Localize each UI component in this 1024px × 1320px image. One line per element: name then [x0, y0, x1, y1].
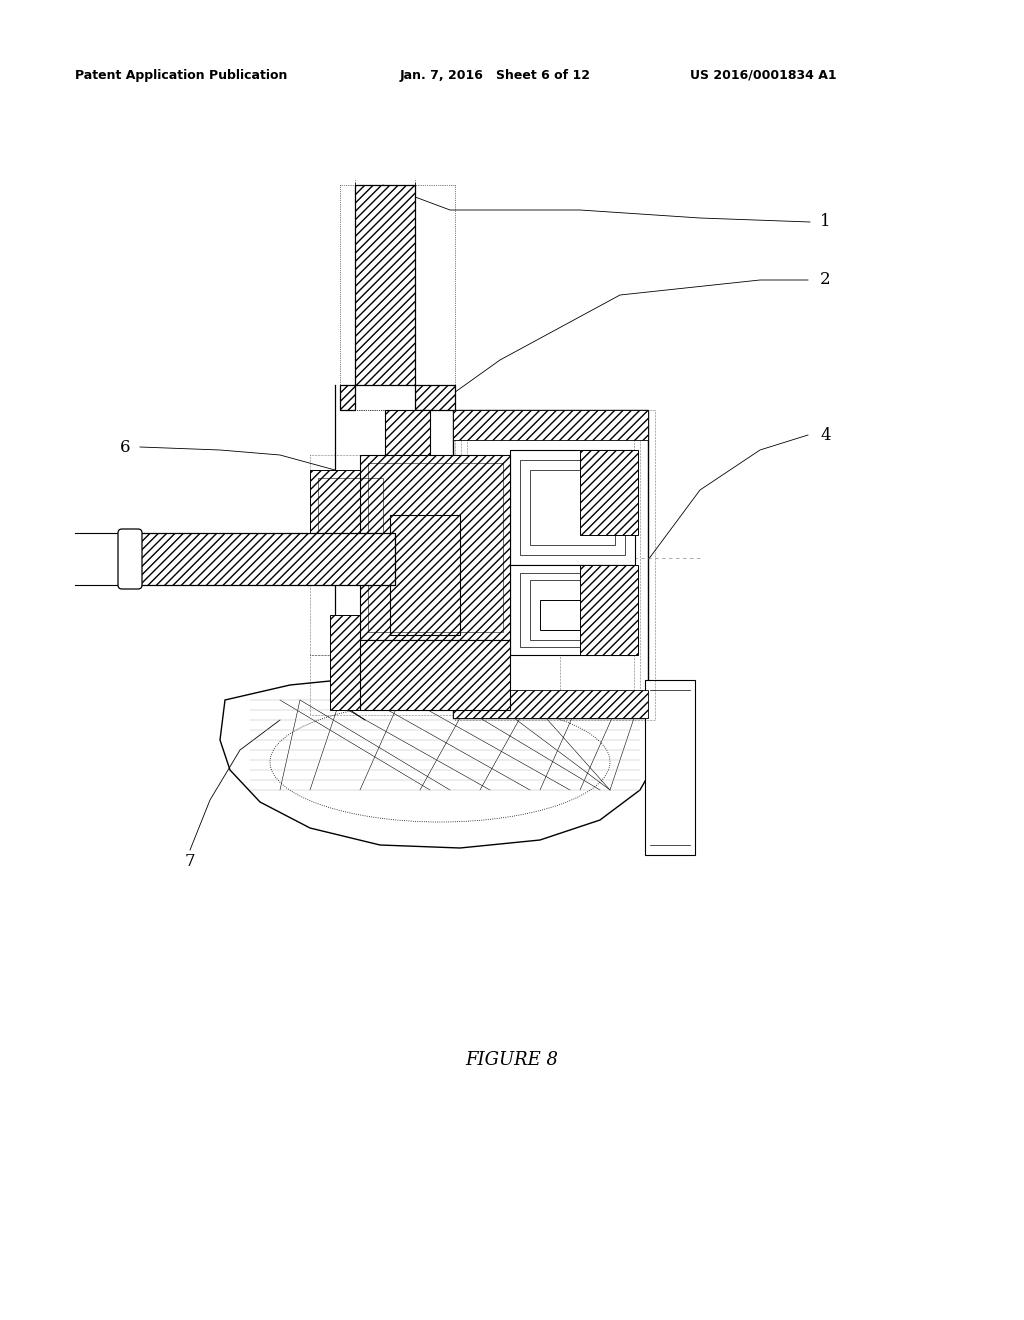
Text: 2: 2 [820, 272, 830, 289]
Bar [340, 385, 355, 411]
Bar [580, 565, 638, 655]
Text: 1: 1 [820, 214, 830, 231]
Bar [510, 450, 635, 565]
Polygon shape [220, 676, 660, 847]
Text: Patent Application Publication: Patent Application Publication [75, 69, 288, 82]
Bar [368, 463, 503, 632]
Bar [130, 533, 395, 585]
Bar [330, 615, 360, 710]
Bar [453, 690, 648, 718]
Bar [520, 573, 625, 647]
Bar [520, 459, 625, 554]
Bar [467, 424, 634, 704]
Bar [360, 455, 510, 640]
Bar [390, 515, 460, 635]
Bar [318, 478, 383, 548]
Bar [461, 418, 640, 710]
Bar [360, 640, 510, 710]
FancyBboxPatch shape [118, 529, 142, 589]
Text: Jan. 7, 2016   Sheet 6 of 12: Jan. 7, 2016 Sheet 6 of 12 [400, 69, 591, 82]
Bar [385, 411, 430, 465]
Bar [645, 680, 695, 855]
Text: FIGURE 8: FIGURE 8 [466, 1051, 558, 1069]
Text: 4: 4 [820, 426, 830, 444]
Bar [540, 601, 600, 630]
Bar [580, 450, 638, 535]
Bar [530, 470, 615, 545]
Text: 7: 7 [185, 854, 196, 870]
Text: US 2016/0001834 A1: US 2016/0001834 A1 [690, 69, 837, 82]
Bar [310, 470, 390, 554]
Text: 6: 6 [120, 438, 130, 455]
Bar [510, 565, 635, 655]
Bar [453, 411, 648, 718]
Bar [415, 385, 455, 411]
Bar [530, 579, 615, 640]
Bar [355, 185, 415, 385]
Bar [453, 411, 648, 440]
